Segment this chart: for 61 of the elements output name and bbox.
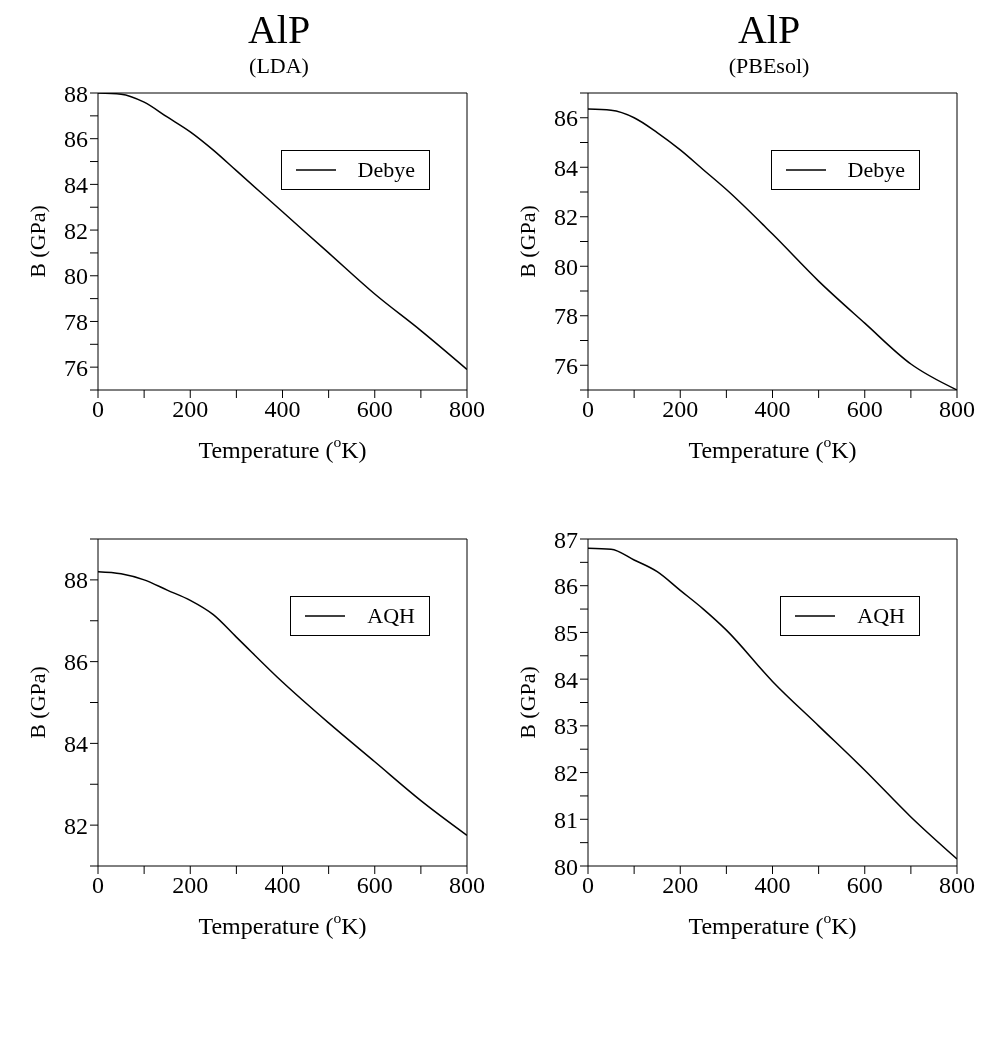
x-tick-label: 400 bbox=[264, 396, 301, 423]
x-tick-label: 600 bbox=[356, 872, 393, 899]
chart-title: AlP bbox=[246, 7, 312, 52]
y-tick-label: 86 bbox=[554, 105, 578, 132]
x-tick-label: 0 bbox=[582, 396, 594, 423]
x-tick-label: 200 bbox=[172, 396, 209, 423]
legend-label: Debye bbox=[847, 157, 905, 183]
y-tick-label: 82 bbox=[64, 217, 88, 244]
y-tick-label: 76 bbox=[554, 352, 578, 379]
x-tick-label: 400 bbox=[754, 396, 791, 423]
y-tick-label: 86 bbox=[554, 573, 578, 600]
x-axis-title: Temperature ($^{o}$K) bbox=[198, 433, 367, 463]
legend-label: AQH bbox=[857, 603, 905, 629]
x-tick-label: 0 bbox=[92, 396, 104, 423]
y-tick-label: 86 bbox=[64, 126, 88, 153]
y-tick-label: 86 bbox=[64, 649, 88, 676]
y-tick-label: 82 bbox=[64, 812, 88, 839]
y-tick-label: 84 bbox=[554, 666, 578, 693]
y-tick-label: 76 bbox=[64, 354, 88, 381]
y-tick-label: 82 bbox=[554, 204, 578, 231]
y-tick-label: 78 bbox=[554, 303, 578, 330]
legend-label: Debye bbox=[357, 157, 415, 183]
y-tick-label: 83 bbox=[554, 713, 578, 740]
chart-title: AlP bbox=[736, 7, 802, 52]
y-axis-title: B (GPa) bbox=[25, 205, 51, 278]
x-tick-label: 400 bbox=[264, 872, 301, 899]
y-axis-title: B (GPa) bbox=[25, 666, 51, 739]
chart-subtitle: (LDA) bbox=[248, 52, 310, 80]
x-tick-label: 0 bbox=[92, 872, 104, 899]
y-tick-label: 82 bbox=[554, 760, 578, 787]
y-tick-label: 85 bbox=[554, 619, 578, 646]
y-axis-title: B (GPa) bbox=[515, 666, 541, 739]
x-tick-label: 800 bbox=[449, 872, 485, 899]
x-tick-label: 200 bbox=[172, 872, 209, 899]
y-tick-label: 84 bbox=[64, 730, 88, 757]
y-axis-title: B (GPa) bbox=[515, 205, 541, 278]
y-tick-label: 88 bbox=[64, 567, 88, 594]
x-tick-label: 0 bbox=[582, 872, 594, 899]
legend-label: AQH bbox=[367, 603, 415, 629]
x-tick-label: 200 bbox=[662, 872, 699, 899]
y-tick-label: 80 bbox=[64, 263, 88, 290]
x-tick-label: 600 bbox=[846, 396, 883, 423]
y-tick-label: 84 bbox=[64, 171, 88, 198]
y-tick-label: 87 bbox=[554, 526, 578, 553]
x-axis-title: Temperature ($^{o}$K) bbox=[198, 909, 367, 939]
y-tick-label: 81 bbox=[554, 806, 578, 833]
x-axis-title: Temperature ($^{o}$K) bbox=[688, 433, 857, 463]
x-tick-label: 800 bbox=[939, 396, 975, 423]
x-tick-label: 600 bbox=[846, 872, 883, 899]
x-tick-label: 400 bbox=[754, 872, 791, 899]
x-tick-label: 800 bbox=[939, 872, 975, 899]
y-tick-label: 84 bbox=[554, 154, 578, 181]
chart-subtitle: (PBEsol) bbox=[727, 52, 811, 80]
y-tick-label: 88 bbox=[64, 80, 88, 107]
y-tick-label: 80 bbox=[554, 853, 578, 880]
x-axis-title: Temperature ($^{o}$K) bbox=[688, 909, 857, 939]
x-tick-label: 600 bbox=[356, 396, 393, 423]
x-tick-label: 800 bbox=[449, 396, 485, 423]
y-tick-label: 78 bbox=[64, 308, 88, 335]
y-tick-label: 80 bbox=[554, 253, 578, 280]
x-tick-label: 200 bbox=[662, 396, 699, 423]
